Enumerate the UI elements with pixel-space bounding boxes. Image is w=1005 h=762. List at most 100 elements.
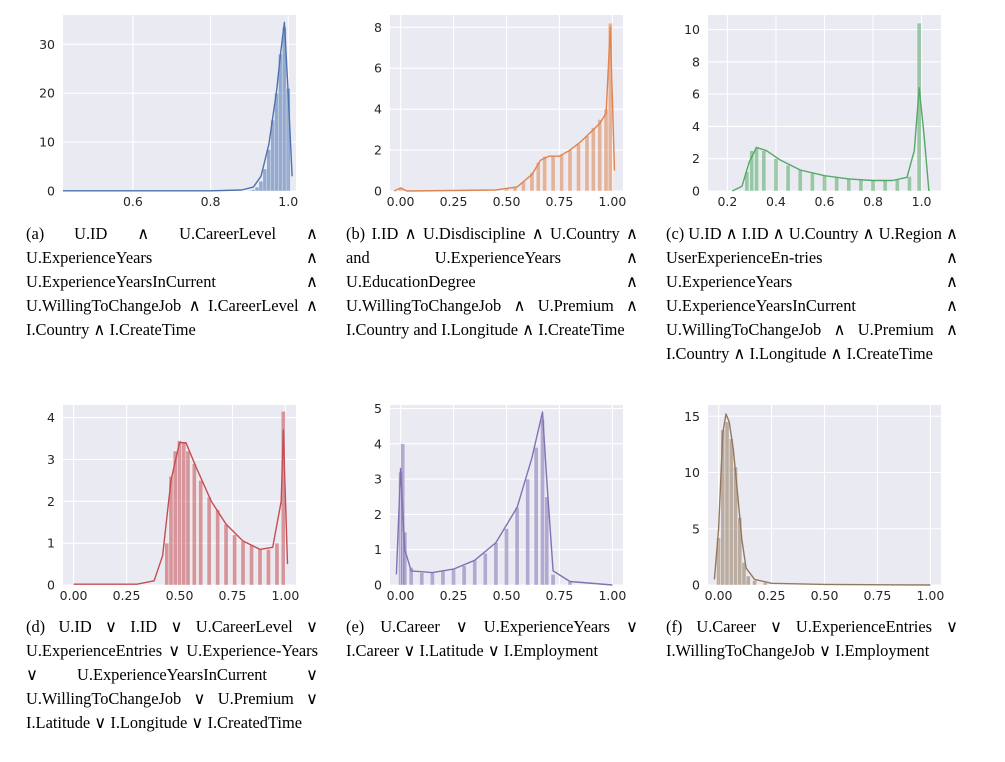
x-tick-label: 0.8: [863, 194, 883, 209]
y-tick-label: 15: [684, 409, 700, 424]
caption-tag: (c): [666, 224, 685, 243]
histogram-bar: [525, 478, 531, 586]
x-tick-label: 0.4: [766, 194, 786, 209]
x-tick-label: 0.00: [387, 194, 415, 209]
histogram-bar: [745, 575, 751, 586]
histogram-bar: [185, 450, 191, 586]
x-tick-label: 0.50: [811, 588, 839, 603]
y-tick-label: 4: [374, 102, 382, 117]
histogram-bar: [408, 567, 414, 586]
y-tick-label: 0: [374, 578, 382, 593]
histogram-bar: [529, 172, 535, 192]
y-tick-label: 1: [374, 542, 382, 557]
caption-tag: (f): [666, 617, 683, 636]
caption-text: U.Career ∨ U.ExperienceYears ∨ I.Career …: [346, 617, 638, 660]
x-tick-label: 0.75: [864, 588, 892, 603]
histogram-bar: [274, 542, 280, 586]
x-tick-label: 0.6: [123, 194, 143, 209]
caption-text: U.ID ∧ I.ID ∧ U.Country ∧ U.Region ∧ Use…: [666, 224, 958, 363]
y-tick-label: 0: [47, 184, 55, 199]
histogram-bar: [215, 509, 221, 586]
y-tick-label: 4: [692, 119, 700, 134]
x-tick-label: 0.50: [166, 588, 194, 603]
kde-curve: [731, 86, 930, 192]
y-tick-label: 0: [374, 184, 382, 199]
x-tick-label: 0.75: [546, 588, 574, 603]
x-tick-label: 0.00: [705, 588, 733, 603]
y-tick-label: 0: [692, 184, 700, 199]
histogram-bar: [504, 528, 509, 586]
x-tick-label: 1.0: [278, 194, 298, 209]
histogram-bar: [597, 119, 603, 192]
caption-text: U.ID ∧ U.CareerLevel ∧ U.ExperienceYears…: [26, 224, 318, 339]
caption-a: (a) U.ID ∧ U.CareerLevel ∧ U.ExperienceY…: [26, 222, 318, 342]
histogram-bar: [542, 155, 548, 192]
x-tick-label: 0.25: [758, 588, 786, 603]
histogram-bar: [749, 150, 755, 192]
histogram-bar: [773, 158, 779, 192]
y-tick-label: 10: [684, 22, 700, 37]
y-tick-label: 30: [39, 37, 55, 52]
kde-curve: [63, 21, 293, 192]
x-tick-label: 0.25: [440, 194, 468, 209]
histogram-bar: [559, 153, 564, 192]
kde-curve: [73, 429, 289, 585]
histogram-bar: [724, 421, 730, 586]
x-tick-label: 0.75: [219, 588, 247, 603]
y-tick-label: 6: [374, 61, 382, 76]
x-tick-label: 0.2: [717, 194, 737, 209]
y-tick-label: 5: [374, 401, 382, 416]
x-tick-label: 1.0: [912, 194, 932, 209]
histogram-bar: [461, 565, 467, 586]
histogram-bar: [535, 162, 541, 192]
histogram-bar: [544, 496, 550, 586]
y-tick-label: 10: [684, 465, 700, 480]
histogram-bar: [232, 534, 237, 586]
y-tick-label: 0: [47, 578, 55, 593]
caption-tag: (a): [26, 224, 45, 243]
histogram-bar: [741, 562, 747, 586]
y-tick-label: 2: [374, 143, 382, 158]
x-tick-label: 0.25: [113, 588, 141, 603]
x-tick-label: 1.00: [916, 588, 944, 603]
y-tick-label: 3: [374, 472, 382, 487]
x-tick-label: 1.00: [598, 588, 626, 603]
histogram-bar: [752, 580, 757, 586]
x-tick-label: 0.25: [440, 588, 468, 603]
caption-tag: (d): [26, 617, 46, 636]
histogram-bar: [419, 572, 425, 586]
histogram-bar: [761, 150, 767, 192]
y-tick-label: 4: [47, 410, 55, 425]
histogram-bar: [785, 164, 791, 192]
y-tick-label: 1: [47, 536, 55, 551]
y-tick-label: 4: [374, 436, 382, 451]
caption-c: (c) U.ID ∧ I.ID ∧ U.Country ∧ U.Region ∧…: [666, 222, 958, 366]
histogram-bar: [728, 438, 734, 586]
histogram-bar: [198, 480, 204, 586]
y-tick-label: 0: [692, 578, 700, 593]
histogram-bar: [266, 549, 271, 586]
x-tick-label: 0.00: [387, 588, 415, 603]
histogram-bar: [482, 552, 488, 586]
y-tick-label: 10: [39, 135, 55, 150]
x-tick-label: 0.75: [546, 194, 574, 209]
y-tick-label: 8: [374, 20, 382, 35]
y-tick-label: 2: [47, 494, 55, 509]
caption-e: (e) U.Career ∨ U.ExperienceYears ∨ I.Car…: [346, 615, 638, 663]
caption-tag: (b): [346, 224, 366, 243]
y-tick-label: 2: [692, 151, 700, 166]
caption-b: (b) I.ID ∧ U.Disdiscipline ∧ U.Country ∧…: [346, 222, 638, 342]
kde-curve: [395, 411, 613, 586]
y-tick-label: 20: [39, 86, 55, 101]
caption-d: (d) U.ID ∨ I.ID ∨ U.CareerLevel ∨ U.Expe…: [26, 615, 318, 735]
caption-f: (f) U.Career ∨ U.ExperienceEntries ∨ I.W…: [666, 615, 958, 663]
y-tick-label: 5: [692, 521, 700, 536]
y-tick-label: 2: [374, 507, 382, 522]
y-tick-label: 6: [692, 87, 700, 102]
histogram-bar: [590, 127, 596, 192]
histogram-bar: [907, 176, 912, 192]
kde-curve: [713, 413, 931, 586]
